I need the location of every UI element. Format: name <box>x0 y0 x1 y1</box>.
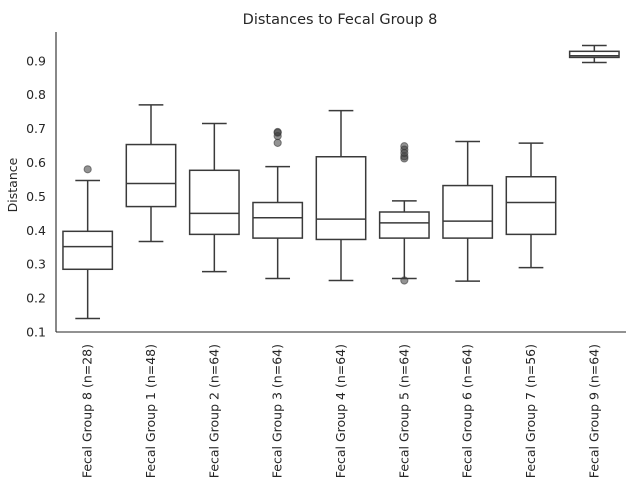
y-tick-label: 0.6 <box>26 155 46 170</box>
box-outlier-point <box>400 276 409 285</box>
y-tick-label: 0.1 <box>26 325 46 340</box>
y-tick-label: 0.2 <box>26 291 46 306</box>
chart-title: Distances to Fecal Group 8 <box>243 12 438 28</box>
x-tick-label: Fecal Group 2 (n=64) <box>206 344 221 478</box>
y-tick-label: 0.3 <box>26 257 46 272</box>
y-tick-label: 0.8 <box>26 87 46 102</box>
box-outlier-point <box>83 165 92 174</box>
box-iqr <box>125 143 177 208</box>
box-outlier-point <box>273 127 282 137</box>
y-tick-label: 0.5 <box>26 189 46 204</box>
x-tick-label: Fecal Group 9 (n=64) <box>586 344 601 478</box>
y-tick-label: 0.4 <box>26 223 46 238</box>
plot-area: 0.1 0.2 0.3 0.4 0.5 0.6 0.7 0.8 0.9 Fecal Group 8… <box>26 32 626 478</box>
box-outlier-point <box>273 138 282 147</box>
box-iqr <box>442 184 494 239</box>
box-iqr <box>505 175 557 236</box>
x-tick-label: Fecal Group 6 (n=64) <box>460 344 475 478</box>
box-iqr <box>378 211 430 239</box>
box-iqr <box>62 230 114 271</box>
box-iqr <box>568 50 620 59</box>
x-tick-label: Fecal Group 1 (n=48) <box>143 344 158 478</box>
y-tick-label: 0.7 <box>26 121 46 136</box>
box-iqr <box>315 155 367 241</box>
box-outlier-point <box>400 142 409 151</box>
x-tick-label: Fecal Group 5 (n=64) <box>396 344 411 478</box>
y-axis-label: Distance <box>5 157 20 212</box>
x-tick-label: Fecal Group 3 (n=64) <box>270 344 285 478</box>
x-tick-label: Fecal Group 7 (n=56) <box>523 344 538 478</box>
x-tick-label: Fecal Group 8 (n=28) <box>80 344 95 478</box>
box-iqr <box>252 201 304 239</box>
box-iqr <box>188 169 240 236</box>
x-tick-label: Fecal Group 4 (n=64) <box>333 344 348 478</box>
y-tick-label: 0.9 <box>26 53 46 68</box>
